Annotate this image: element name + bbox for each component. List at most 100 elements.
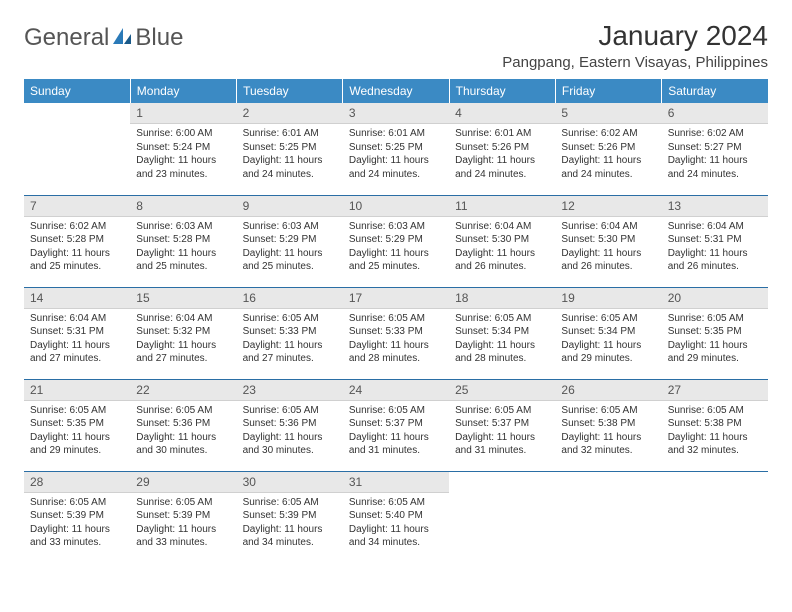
- day-content: Sunrise: 6:04 AMSunset: 5:30 PMDaylight:…: [449, 217, 555, 280]
- sunset-text: Sunset: 5:31 PM: [668, 233, 762, 247]
- daylight-line1: Daylight: 11 hours: [668, 431, 762, 445]
- sunrise-text: Sunrise: 6:05 AM: [455, 312, 549, 326]
- day-number: 1: [130, 103, 236, 124]
- sunrise-text: Sunrise: 6:05 AM: [668, 404, 762, 418]
- day-number: 23: [237, 380, 343, 401]
- day-cell: 11Sunrise: 6:04 AMSunset: 5:30 PMDayligh…: [449, 195, 555, 287]
- day-cell: 8Sunrise: 6:03 AMSunset: 5:28 PMDaylight…: [130, 195, 236, 287]
- day-content: Sunrise: 6:02 AMSunset: 5:26 PMDaylight:…: [555, 124, 661, 187]
- sunrise-text: Sunrise: 6:05 AM: [349, 404, 443, 418]
- calendar-row: 1Sunrise: 6:00 AMSunset: 5:24 PMDaylight…: [24, 103, 768, 195]
- day-content: Sunrise: 6:05 AMSunset: 5:37 PMDaylight:…: [343, 401, 449, 464]
- day-number: 16: [237, 288, 343, 309]
- daylight-line1: Daylight: 11 hours: [668, 247, 762, 261]
- daylight-line1: Daylight: 11 hours: [136, 339, 230, 353]
- day-cell: 6Sunrise: 6:02 AMSunset: 5:27 PMDaylight…: [662, 103, 768, 195]
- weekday-header: Thursday: [449, 79, 555, 103]
- day-content: Sunrise: 6:05 AMSunset: 5:39 PMDaylight:…: [237, 493, 343, 556]
- day-number: 14: [24, 288, 130, 309]
- empty-day-cell: [449, 471, 555, 563]
- sunset-text: Sunset: 5:40 PM: [349, 509, 443, 523]
- day-number: 26: [555, 380, 661, 401]
- sunrise-text: Sunrise: 6:03 AM: [243, 220, 337, 234]
- day-number: 27: [662, 380, 768, 401]
- daylight-line1: Daylight: 11 hours: [455, 247, 549, 261]
- day-number: 3: [343, 103, 449, 124]
- daylight-line2: and 24 minutes.: [668, 168, 762, 182]
- day-cell: 25Sunrise: 6:05 AMSunset: 5:37 PMDayligh…: [449, 379, 555, 471]
- sunrise-text: Sunrise: 6:02 AM: [30, 220, 124, 234]
- sunrise-text: Sunrise: 6:05 AM: [349, 312, 443, 326]
- day-number: 28: [24, 472, 130, 493]
- sunset-text: Sunset: 5:24 PM: [136, 141, 230, 155]
- sunset-text: Sunset: 5:35 PM: [668, 325, 762, 339]
- logo: General Blue: [24, 20, 183, 52]
- day-number: 2: [237, 103, 343, 124]
- day-number: 25: [449, 380, 555, 401]
- day-number: 8: [130, 196, 236, 217]
- sunrise-text: Sunrise: 6:04 AM: [455, 220, 549, 234]
- day-cell: 31Sunrise: 6:05 AMSunset: 5:40 PMDayligh…: [343, 471, 449, 563]
- daylight-line1: Daylight: 11 hours: [243, 523, 337, 537]
- sunrise-text: Sunrise: 6:01 AM: [455, 127, 549, 141]
- title-block: January 2024 Pangpang, Eastern Visayas, …: [502, 20, 768, 71]
- day-content: Sunrise: 6:05 AMSunset: 5:35 PMDaylight:…: [662, 309, 768, 372]
- daylight-line2: and 24 minutes.: [243, 168, 337, 182]
- day-cell: 28Sunrise: 6:05 AMSunset: 5:39 PMDayligh…: [24, 471, 130, 563]
- daylight-line2: and 25 minutes.: [136, 260, 230, 274]
- day-number: 17: [343, 288, 449, 309]
- day-cell: 2Sunrise: 6:01 AMSunset: 5:25 PMDaylight…: [237, 103, 343, 195]
- day-content: Sunrise: 6:05 AMSunset: 5:38 PMDaylight:…: [555, 401, 661, 464]
- daylight-line1: Daylight: 11 hours: [455, 339, 549, 353]
- sunrise-text: Sunrise: 6:05 AM: [30, 404, 124, 418]
- sunrise-text: Sunrise: 6:03 AM: [349, 220, 443, 234]
- sunset-text: Sunset: 5:29 PM: [243, 233, 337, 247]
- day-content: Sunrise: 6:05 AMSunset: 5:39 PMDaylight:…: [24, 493, 130, 556]
- sunrise-text: Sunrise: 6:05 AM: [243, 404, 337, 418]
- day-content: Sunrise: 6:01 AMSunset: 5:25 PMDaylight:…: [343, 124, 449, 187]
- daylight-line2: and 27 minutes.: [136, 352, 230, 366]
- daylight-line2: and 25 minutes.: [243, 260, 337, 274]
- sunrise-text: Sunrise: 6:05 AM: [349, 496, 443, 510]
- daylight-line1: Daylight: 11 hours: [30, 523, 124, 537]
- day-content: Sunrise: 6:03 AMSunset: 5:28 PMDaylight:…: [130, 217, 236, 280]
- day-number: 5: [555, 103, 661, 124]
- sunset-text: Sunset: 5:35 PM: [30, 417, 124, 431]
- sunset-text: Sunset: 5:37 PM: [349, 417, 443, 431]
- sunset-text: Sunset: 5:39 PM: [243, 509, 337, 523]
- day-content: Sunrise: 6:05 AMSunset: 5:39 PMDaylight:…: [130, 493, 236, 556]
- calendar-table: SundayMondayTuesdayWednesdayThursdayFrid…: [24, 79, 768, 563]
- day-number: 22: [130, 380, 236, 401]
- day-number: 19: [555, 288, 661, 309]
- daylight-line1: Daylight: 11 hours: [349, 339, 443, 353]
- sunset-text: Sunset: 5:28 PM: [30, 233, 124, 247]
- weekday-header: Monday: [130, 79, 236, 103]
- day-cell: 23Sunrise: 6:05 AMSunset: 5:36 PMDayligh…: [237, 379, 343, 471]
- sunrise-text: Sunrise: 6:05 AM: [561, 404, 655, 418]
- day-cell: 16Sunrise: 6:05 AMSunset: 5:33 PMDayligh…: [237, 287, 343, 379]
- daylight-line2: and 26 minutes.: [561, 260, 655, 274]
- day-content: Sunrise: 6:05 AMSunset: 5:34 PMDaylight:…: [555, 309, 661, 372]
- day-cell: 5Sunrise: 6:02 AMSunset: 5:26 PMDaylight…: [555, 103, 661, 195]
- daylight-line1: Daylight: 11 hours: [30, 339, 124, 353]
- day-content: Sunrise: 6:04 AMSunset: 5:31 PMDaylight:…: [662, 217, 768, 280]
- day-cell: 17Sunrise: 6:05 AMSunset: 5:33 PMDayligh…: [343, 287, 449, 379]
- daylight-line1: Daylight: 11 hours: [136, 523, 230, 537]
- daylight-line2: and 34 minutes.: [349, 536, 443, 550]
- sunrise-text: Sunrise: 6:05 AM: [243, 312, 337, 326]
- daylight-line1: Daylight: 11 hours: [243, 339, 337, 353]
- calendar-row: 21Sunrise: 6:05 AMSunset: 5:35 PMDayligh…: [24, 379, 768, 471]
- empty-day-cell: [662, 471, 768, 563]
- daylight-line1: Daylight: 11 hours: [30, 431, 124, 445]
- sunrise-text: Sunrise: 6:01 AM: [349, 127, 443, 141]
- day-number: 18: [449, 288, 555, 309]
- day-cell: 19Sunrise: 6:05 AMSunset: 5:34 PMDayligh…: [555, 287, 661, 379]
- day-number: 12: [555, 196, 661, 217]
- sunset-text: Sunset: 5:39 PM: [30, 509, 124, 523]
- location: Pangpang, Eastern Visayas, Philippines: [502, 54, 768, 71]
- day-cell: 26Sunrise: 6:05 AMSunset: 5:38 PMDayligh…: [555, 379, 661, 471]
- daylight-line1: Daylight: 11 hours: [349, 523, 443, 537]
- weekday-header: Sunday: [24, 79, 130, 103]
- day-content: Sunrise: 6:05 AMSunset: 5:36 PMDaylight:…: [130, 401, 236, 464]
- day-number: 24: [343, 380, 449, 401]
